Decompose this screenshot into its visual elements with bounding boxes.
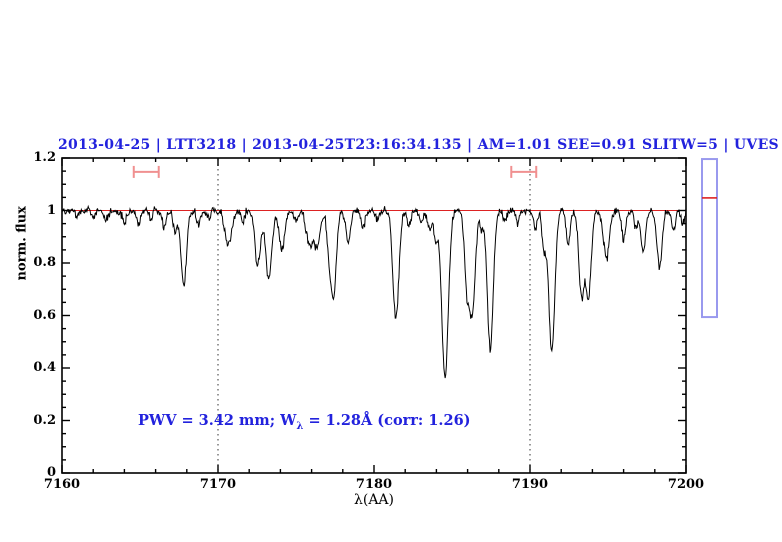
band-range-markers [132, 165, 538, 178]
x-tick-label: 7200 [667, 477, 705, 492]
spectrum-trace [61, 204, 687, 379]
y-tick-label: 0.6 [33, 307, 56, 323]
y-tick-label: 1 [46, 202, 56, 218]
x-tick-label: 7170 [199, 477, 237, 492]
y-tick-label: 0 [46, 465, 56, 480]
observation-header: 2013-04-25 | LTT3218 | 2013-04-25T23:16:… [58, 137, 779, 153]
y-tick-label: 1.2 [33, 150, 56, 165]
side-gauge [701, 158, 718, 319]
y-tick-label: 0.4 [33, 360, 56, 375]
x-tick-label: 7180 [355, 477, 393, 492]
axes-frame [61, 157, 687, 474]
x-tick-label: 7190 [511, 477, 549, 492]
y-tick-label: 0.2 [33, 412, 56, 428]
pwv-annotation-suffix: = 1.28Å (corr: 1.26) [303, 412, 471, 429]
x-axis-title: λ(AA) [353, 492, 395, 508]
pwv-annotation-subscript: λ [296, 421, 304, 432]
y-axis-title: norm. flux [14, 206, 30, 281]
x-tick-label: 7160 [43, 477, 81, 492]
pwv-annotation-prefix: PWV = 3.42 mm; W [138, 412, 297, 429]
pwv-annotation: PWV = 3.42 mm; Wλ = 1.28Å (corr: 1.26) [138, 412, 471, 432]
dotted-wavelength-guides [217, 159, 531, 472]
y-tick-label: 0.8 [33, 255, 56, 270]
